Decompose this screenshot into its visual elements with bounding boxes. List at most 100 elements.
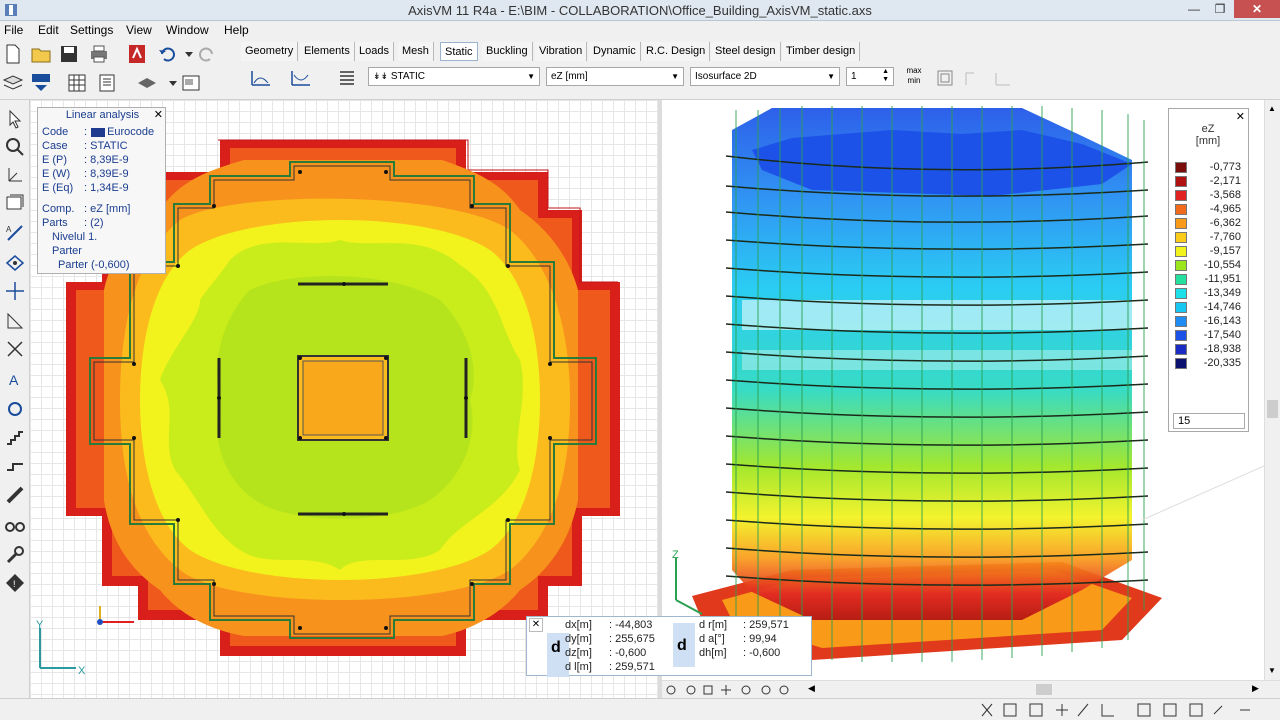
table-browser-icon[interactable] xyxy=(66,72,88,94)
rotate-icon[interactable] xyxy=(4,398,26,420)
wrench-icon[interactable] xyxy=(4,544,26,566)
model-view-3d[interactable]: Z xyxy=(662,100,1264,680)
legend-swatch[interactable] xyxy=(1175,358,1187,369)
pdf-export-icon[interactable] xyxy=(126,43,148,65)
view-splitter[interactable] xyxy=(658,100,662,698)
status-toggle-icons[interactable] xyxy=(978,702,1278,718)
scroll-thumb[interactable] xyxy=(1267,400,1278,418)
scroll-left-icon[interactable]: ◀ xyxy=(808,683,815,693)
info-diamond-icon[interactable]: ! xyxy=(4,572,26,594)
zoom-icon[interactable] xyxy=(4,136,26,158)
close-icon[interactable]: ✕ xyxy=(1235,111,1245,123)
tab-dynamic[interactable]: Dynamic xyxy=(589,42,641,61)
legend-swatch[interactable] xyxy=(1175,246,1187,257)
section-plane-icon[interactable] xyxy=(992,67,1014,89)
legend-swatch[interactable] xyxy=(1175,260,1187,271)
tab-mesh[interactable]: Mesh xyxy=(398,42,434,61)
color-legend[interactable]: ✕ eZ [mm] -0,773 -2,171 -3,568 -4,965 -6,362… xyxy=(1168,108,1249,432)
transform-icon[interactable] xyxy=(4,338,26,360)
dimension-icon[interactable]: A xyxy=(4,222,26,244)
close-icon[interactable]: ✕ xyxy=(529,618,543,632)
redo-icon[interactable] xyxy=(196,43,218,65)
result-diagram-icon[interactable] xyxy=(250,67,272,89)
view-zoom-tools[interactable] xyxy=(664,683,804,697)
layer-manager-icon[interactable] xyxy=(136,72,158,94)
view-icon[interactable] xyxy=(4,192,26,214)
horizontal-scrollbar[interactable]: ◀ ▶ xyxy=(662,680,1280,698)
text-annotation-icon[interactable]: A xyxy=(4,368,26,390)
scale-stepper[interactable]: 1 ▲ ▼ xyxy=(846,67,894,86)
undo-icon[interactable] xyxy=(156,43,178,65)
load-case-select[interactable]: ↡↡ STATIC ▼ xyxy=(368,67,540,86)
legend-swatch[interactable] xyxy=(1175,288,1187,299)
open-folder-icon[interactable] xyxy=(30,43,52,65)
legend-swatch[interactable] xyxy=(1175,274,1187,285)
legend-value: -18,938 xyxy=(1203,343,1241,355)
plan-view-2d[interactable]: X Y X xyxy=(30,100,658,698)
tab-steel-design[interactable]: Steel design xyxy=(711,42,781,61)
scroll-down-icon[interactable]: ▼ xyxy=(1268,666,1276,675)
zoom-window-icon[interactable] xyxy=(30,72,52,94)
legend-swatch[interactable] xyxy=(1175,190,1187,201)
tab-loads[interactable]: Loads xyxy=(355,42,394,61)
minimize-button[interactable]: — xyxy=(1188,2,1200,16)
tab-static[interactable]: Static xyxy=(440,42,478,61)
legend-swatch[interactable] xyxy=(1175,162,1187,173)
legend-swatch[interactable] xyxy=(1175,344,1187,355)
menu-view[interactable]: View xyxy=(126,23,152,37)
scroll-right-icon[interactable]: ▶ xyxy=(1252,683,1259,693)
tab-buckling[interactable]: Buckling xyxy=(482,42,533,61)
new-file-icon[interactable] xyxy=(2,43,24,65)
undo-dropdown-icon[interactable] xyxy=(178,43,200,65)
vertical-scrollbar[interactable]: ▲ ▼ xyxy=(1264,100,1280,680)
tab-geometry[interactable]: Geometry xyxy=(241,42,299,61)
coordinate-system-icon[interactable] xyxy=(4,164,26,186)
legend-swatch[interactable] xyxy=(1175,218,1187,229)
glasses-icon[interactable] xyxy=(4,514,26,536)
move-icon[interactable] xyxy=(4,280,26,302)
legend-swatch[interactable] xyxy=(1175,302,1187,313)
ruler-icon[interactable] xyxy=(4,484,26,506)
axis-z-label: Z xyxy=(672,549,679,561)
layers-icon[interactable] xyxy=(2,72,24,94)
layer-dropdown-icon[interactable] xyxy=(162,72,184,94)
print-icon[interactable] xyxy=(88,43,110,65)
angle-icon[interactable] xyxy=(4,310,26,332)
menu-help[interactable]: Help xyxy=(224,23,249,37)
maximize-button[interactable]: ❒ xyxy=(1214,2,1226,16)
tab-elements[interactable]: Elements xyxy=(300,42,355,61)
display-options-icon[interactable] xyxy=(180,72,202,94)
legend-swatch[interactable] xyxy=(1175,330,1187,341)
legend-swatch[interactable] xyxy=(1175,204,1187,215)
legend-count-input[interactable]: 15 xyxy=(1173,413,1245,429)
scroll-up-icon[interactable]: ▲ xyxy=(1268,104,1276,113)
stairs-icon[interactable] xyxy=(4,426,26,448)
display-mode-select[interactable]: Isosurface 2D ▼ xyxy=(690,67,840,86)
tab-timber-design[interactable]: Timber design xyxy=(782,42,861,61)
animation-icon[interactable] xyxy=(934,67,956,89)
menu-settings[interactable]: Settings xyxy=(70,23,114,37)
deformed-shape-icon[interactable] xyxy=(290,67,312,89)
legend-swatch[interactable] xyxy=(1175,176,1187,187)
report-icon[interactable] xyxy=(96,72,118,94)
section-line-icon[interactable] xyxy=(962,67,984,89)
tab-rc-design[interactable]: R.C. Design xyxy=(642,42,711,61)
tab-vibration[interactable]: Vibration xyxy=(535,42,588,61)
menu-file[interactable]: File xyxy=(4,23,24,37)
link-icon[interactable] xyxy=(4,456,26,478)
scroll-thumb[interactable] xyxy=(1036,684,1052,695)
component-select[interactable]: eZ [mm] ▼ xyxy=(546,67,684,86)
legend-swatch[interactable] xyxy=(1175,316,1187,327)
close-icon[interactable]: ✕ xyxy=(153,109,163,121)
select-arrow-icon[interactable] xyxy=(4,108,26,130)
menu-edit[interactable]: Edit xyxy=(38,23,59,37)
result-list-icon[interactable] xyxy=(336,67,358,89)
analysis-info-panel[interactable]: Linear analysis ✕ Code: Eurocode Case: ST… xyxy=(37,107,166,274)
close-button[interactable]: ✕ xyxy=(1234,0,1280,18)
menu-window[interactable]: Window xyxy=(166,23,209,37)
minmax-toggle[interactable]: max min xyxy=(906,66,922,85)
legend-value: -10,554 xyxy=(1203,259,1241,271)
legend-swatch[interactable] xyxy=(1175,232,1187,243)
node-icon[interactable] xyxy=(4,252,26,274)
save-icon[interactable] xyxy=(58,43,80,65)
